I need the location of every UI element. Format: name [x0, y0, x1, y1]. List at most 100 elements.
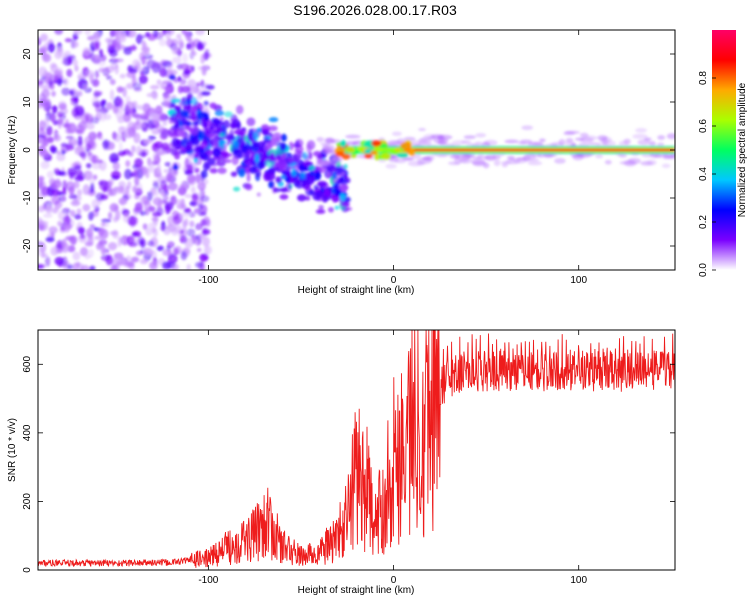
- spectrogram-cell: [635, 128, 648, 133]
- spectrogram-cell: [45, 204, 53, 214]
- spectrogram-cell: [114, 187, 124, 194]
- spectrogram-cell: [101, 99, 107, 105]
- spectrogram-cell: [146, 191, 153, 202]
- spectrogram-cell: [595, 153, 604, 159]
- spectrogram-cell: [150, 60, 160, 71]
- spectrogram-cell: [111, 30, 120, 37]
- spectrogram-cell: [214, 109, 225, 117]
- spectrogram-cell: [108, 180, 113, 188]
- spectrogram-cell: [119, 32, 127, 43]
- spectrogram-cell: [168, 74, 176, 81]
- spectrogram-cell: [277, 159, 287, 169]
- spectrogram-cell: [112, 161, 120, 171]
- spectrogram-cell: [64, 50, 71, 56]
- spectrogram-cell: [167, 215, 174, 226]
- spectrogram-cell: [153, 141, 164, 150]
- spectrogram-cell: [204, 245, 210, 256]
- spectrogram-cell: [587, 142, 602, 146]
- spectrogram-cell: [134, 174, 140, 186]
- spectrogram-cell: [72, 59, 79, 67]
- spectrogram-cell: [184, 31, 191, 39]
- spectrogram-cell: [168, 133, 179, 138]
- spectrogram-cell: [178, 150, 187, 155]
- spectrogram-cell: [256, 192, 261, 197]
- colorbar-tick-label: 0.0: [698, 263, 709, 277]
- spectrogram-cell: [98, 67, 106, 73]
- spectrogram-cell: [46, 170, 54, 179]
- spectrogram-cell: [165, 204, 171, 215]
- spectrogram-cell: [554, 158, 566, 164]
- spectrogram-cell: [75, 124, 85, 135]
- spectrogram-cell: [82, 47, 91, 56]
- spectrogram-cell: [148, 205, 156, 212]
- spectrogram-cell: [82, 184, 90, 196]
- spectrogram-cell: [51, 90, 56, 97]
- spectrogram-field: [38, 30, 675, 270]
- spectrogram-cell: [126, 194, 132, 199]
- spectrogram-cell: [152, 181, 159, 190]
- spectrogram-cell: [38, 120, 47, 131]
- spectrogram-cell: [66, 264, 74, 270]
- spectrogram-cell: [184, 144, 193, 151]
- spectrogram-cell: [190, 186, 196, 194]
- spectrogram-cell: [54, 30, 64, 35]
- spectrogram-cell: [171, 210, 180, 221]
- spectrogram-cell: [170, 98, 181, 104]
- spectrogram-cell: [64, 143, 75, 151]
- spectrogram-cell: [45, 72, 53, 82]
- spectrogram-cell: [279, 142, 287, 151]
- spectrogram-cell: [95, 90, 103, 96]
- spectrogram-cell: [223, 119, 230, 129]
- spectrogram-cell: [219, 150, 229, 156]
- spectrogram-cell: [84, 30, 91, 36]
- spectrogram-cell: [195, 82, 201, 88]
- spectrogram-cell: [56, 118, 64, 126]
- spectrogram-x-label: Height of straight line (km): [298, 285, 415, 296]
- spectrogram-cell: [527, 161, 543, 166]
- spectrogram-cell: [312, 191, 321, 201]
- spectrogram-cell: [558, 139, 566, 146]
- spectrogram-cell: [219, 117, 224, 122]
- spectrogram-cell: [117, 150, 126, 157]
- spectrogram-cell: [58, 171, 66, 176]
- spectrogram-cell: [238, 168, 246, 178]
- colorbar-tick-label: 0.2: [698, 215, 709, 229]
- spectrogram-cell: [92, 100, 103, 108]
- spectrogram-cell: [391, 131, 402, 137]
- spectrogram-cell: [61, 194, 66, 202]
- spectrogram-cell: [38, 181, 44, 190]
- spectrogram-cell: [41, 84, 51, 91]
- colorbar-gradient: [712, 30, 736, 270]
- snr-y-tick-label: 0: [22, 567, 33, 573]
- spectrogram-cell: [186, 263, 191, 270]
- snr-y-label: SNR (10 * v/v): [7, 418, 18, 482]
- spectrogram-cell: [67, 167, 78, 177]
- spectrogram-cell: [213, 138, 220, 148]
- spectrogram-cell: [143, 124, 149, 133]
- spectrogram-cell: [268, 181, 274, 189]
- spectrogram-cell: [152, 91, 159, 101]
- spectrogram-y-axis: -20 -10 0 10 20: [22, 48, 675, 253]
- spectrogram-cell: [185, 65, 195, 74]
- colorbar: 0.0 0.2 0.4 0.6 0.8 Normalized spectral ampl…: [698, 30, 748, 277]
- spectrogram-cell: [316, 136, 324, 143]
- spectrogram-cell: [539, 138, 546, 143]
- spectrogram-cell: [657, 135, 666, 140]
- spectrogram-cell: [195, 223, 203, 231]
- spectrogram-cell: [597, 135, 608, 141]
- spectrogram-cell: [209, 167, 218, 174]
- spectrogram-cell: [619, 160, 635, 165]
- spectrogram-cell: [194, 167, 200, 173]
- spectrogram-cell: [74, 214, 82, 220]
- spectrogram-cell: [126, 71, 136, 79]
- spectrogram-cell: [43, 252, 49, 258]
- spectrogram-cell: [188, 126, 194, 133]
- spectrogram-cell: [167, 253, 178, 265]
- spectrogram-cell: [68, 185, 75, 196]
- spectrogram-cell: [128, 45, 137, 51]
- spectrogram-cell: [77, 233, 87, 244]
- spectrogram-cell: [76, 208, 82, 215]
- spectrogram-cell: [66, 68, 73, 78]
- spectrogram-cell: [203, 100, 209, 106]
- spectrogram-cell: [74, 30, 80, 33]
